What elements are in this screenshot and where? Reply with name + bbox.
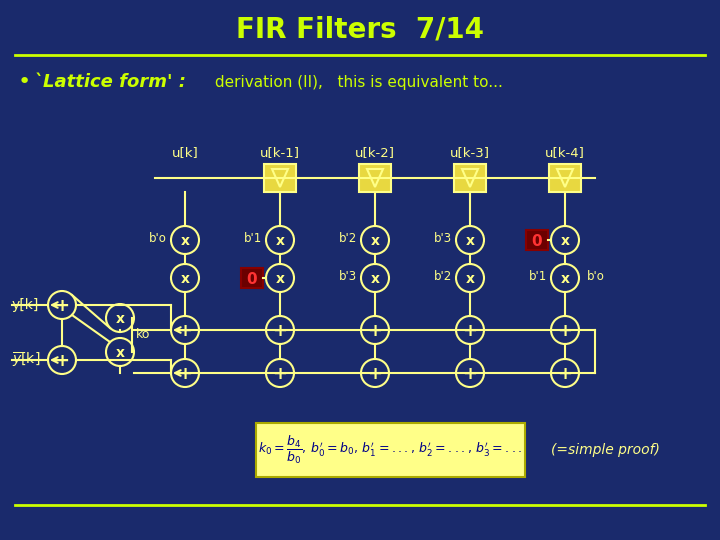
Text: x: x [181, 272, 189, 286]
Text: x: x [181, 234, 189, 248]
Text: +: + [272, 322, 287, 340]
Circle shape [171, 226, 199, 254]
Circle shape [456, 264, 484, 292]
FancyBboxPatch shape [549, 164, 581, 192]
Circle shape [361, 264, 389, 292]
Text: 0: 0 [531, 233, 542, 248]
Text: derivation (II),   this is equivalent to...: derivation (II), this is equivalent to..… [210, 75, 503, 90]
Circle shape [266, 359, 294, 387]
Circle shape [551, 226, 579, 254]
Text: x: x [560, 272, 570, 286]
Text: u[k-1]: u[k-1] [260, 146, 300, 159]
Text: x: x [115, 346, 125, 360]
Polygon shape [367, 169, 383, 187]
Text: u[k]: u[k] [171, 146, 199, 159]
Circle shape [266, 264, 294, 292]
Text: x: x [560, 234, 570, 248]
Text: $\overline{y}$[k]: $\overline{y}$[k] [12, 350, 40, 370]
FancyBboxPatch shape [264, 164, 296, 192]
Text: x: x [371, 272, 379, 286]
Circle shape [456, 226, 484, 254]
Circle shape [48, 291, 76, 319]
Circle shape [456, 359, 484, 387]
Text: 0: 0 [247, 272, 257, 287]
Text: +: + [367, 322, 382, 340]
Text: $k_0=\dfrac{b_4}{b_0},\,b_0'=b_0,\,b_1'=...,\,b_2'=...,\,b_3'=...$: $k_0=\dfrac{b_4}{b_0},\,b_0'=b_0,\,b_1'=… [258, 434, 522, 466]
Circle shape [551, 264, 579, 292]
Text: `Lattice form' :: `Lattice form' : [34, 73, 186, 91]
Polygon shape [557, 169, 573, 187]
Text: +: + [272, 365, 287, 383]
Circle shape [171, 359, 199, 387]
Circle shape [361, 316, 389, 344]
Text: x: x [276, 234, 284, 248]
Text: b'2: b'2 [338, 232, 357, 245]
Text: y[k]: y[k] [12, 298, 40, 312]
Text: b'3: b'3 [434, 232, 452, 245]
Circle shape [171, 316, 199, 344]
Text: +: + [557, 322, 572, 340]
Circle shape [361, 359, 389, 387]
Text: u[k-3]: u[k-3] [450, 146, 490, 159]
Circle shape [171, 264, 199, 292]
Text: u[k-2]: u[k-2] [355, 146, 395, 159]
Text: +: + [55, 352, 70, 370]
Circle shape [266, 316, 294, 344]
FancyBboxPatch shape [359, 164, 391, 192]
Circle shape [551, 316, 579, 344]
Circle shape [106, 304, 134, 332]
FancyBboxPatch shape [256, 423, 524, 477]
Text: +: + [462, 365, 477, 383]
Text: b'1: b'1 [528, 269, 547, 282]
Text: x: x [466, 234, 474, 248]
FancyBboxPatch shape [241, 268, 263, 288]
Text: b'3: b'3 [339, 269, 357, 282]
Text: +: + [55, 297, 70, 315]
Text: u[k-4]: u[k-4] [545, 146, 585, 159]
Circle shape [48, 346, 76, 374]
Polygon shape [272, 169, 288, 187]
Text: +: + [367, 365, 382, 383]
Text: b'2: b'2 [433, 269, 452, 282]
Text: +: + [462, 322, 477, 340]
Circle shape [266, 226, 294, 254]
Circle shape [551, 359, 579, 387]
Text: x: x [371, 234, 379, 248]
Text: +: + [178, 365, 192, 383]
Circle shape [106, 338, 134, 366]
FancyBboxPatch shape [454, 164, 486, 192]
Text: +: + [178, 322, 192, 340]
Circle shape [361, 226, 389, 254]
Text: b'1: b'1 [244, 232, 262, 245]
Text: x: x [276, 272, 284, 286]
Text: FIR Filters  7/14: FIR Filters 7/14 [236, 16, 484, 44]
Text: (=simple proof): (=simple proof) [551, 443, 660, 457]
Text: b'o: b'o [587, 269, 605, 282]
Text: ko: ko [136, 328, 150, 341]
Text: •: • [18, 72, 31, 92]
FancyBboxPatch shape [526, 230, 548, 250]
Text: x: x [115, 312, 125, 326]
Circle shape [456, 316, 484, 344]
Text: +: + [557, 365, 572, 383]
Text: b'o: b'o [149, 232, 167, 245]
Polygon shape [462, 169, 478, 187]
Text: x: x [466, 272, 474, 286]
